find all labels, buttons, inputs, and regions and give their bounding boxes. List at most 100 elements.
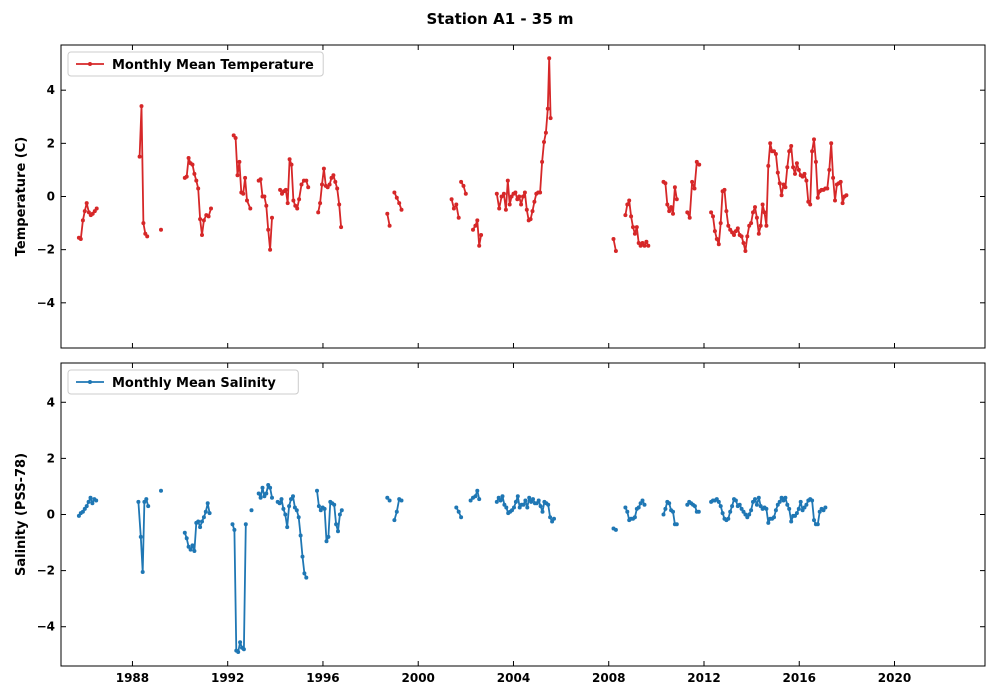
- data-point: [270, 495, 274, 500]
- series-segment: [258, 178, 273, 251]
- data-point: [663, 181, 668, 186]
- data-point: [530, 209, 535, 214]
- data-point: [798, 499, 803, 504]
- data-point: [232, 527, 237, 532]
- data-point: [766, 520, 771, 525]
- data-point: [515, 494, 520, 499]
- data-point: [207, 511, 212, 516]
- data-point: [716, 242, 721, 247]
- data-point: [262, 494, 267, 499]
- data-point: [528, 217, 533, 222]
- data-point: [669, 205, 674, 210]
- data-point: [796, 167, 801, 172]
- data-point: [473, 494, 478, 499]
- data-point: [278, 187, 283, 192]
- series-line: [76, 483, 828, 654]
- data-point: [709, 210, 714, 215]
- data-point: [692, 186, 697, 191]
- data-point: [82, 506, 87, 511]
- data-point: [685, 502, 690, 507]
- data-point: [552, 516, 556, 521]
- data-point: [200, 233, 204, 237]
- data-point: [496, 495, 501, 500]
- legend-marker: [88, 380, 92, 384]
- data-point: [268, 485, 273, 490]
- data-point: [793, 513, 797, 518]
- data-point: [756, 231, 761, 236]
- data-point: [333, 179, 338, 184]
- data-point: [815, 195, 820, 200]
- data-point: [201, 218, 206, 223]
- data-point: [320, 182, 324, 187]
- data-point: [737, 502, 742, 507]
- data-point: [512, 505, 516, 510]
- data-point: [632, 231, 637, 236]
- data-point: [636, 505, 641, 510]
- data-point: [449, 197, 454, 202]
- data-point: [540, 159, 545, 164]
- data-point: [454, 505, 459, 510]
- data-point: [821, 508, 826, 513]
- data-point: [241, 647, 246, 652]
- data-point: [339, 225, 344, 230]
- data-point: [385, 211, 390, 216]
- x-tick-label: 2020: [878, 671, 911, 685]
- series-segment: [316, 490, 343, 543]
- data-point: [316, 210, 321, 215]
- data-point: [550, 519, 555, 524]
- data-point: [285, 201, 290, 206]
- data-point: [237, 159, 242, 164]
- x-tick-label: 1992: [211, 671, 244, 685]
- y-tick-label: −2: [37, 564, 55, 578]
- data-point: [671, 211, 675, 216]
- data-point: [791, 165, 796, 170]
- data-point: [766, 163, 771, 168]
- data-point: [762, 210, 767, 215]
- data-point: [504, 505, 509, 510]
- series-segment: [393, 192, 403, 211]
- data-point: [831, 175, 836, 180]
- y-tick-label: 4: [47, 395, 55, 409]
- data-point: [625, 509, 630, 514]
- data-point: [289, 497, 293, 502]
- data-point: [538, 190, 543, 195]
- data-point: [667, 501, 672, 506]
- data-point: [804, 178, 809, 183]
- data-point: [696, 509, 701, 514]
- data-point: [141, 221, 146, 226]
- series-segment: [662, 501, 677, 526]
- data-point: [82, 209, 87, 214]
- data-point: [84, 201, 89, 206]
- data-point: [712, 229, 717, 234]
- data-point: [399, 498, 404, 503]
- data-point: [321, 166, 326, 171]
- data-point: [292, 505, 297, 510]
- data-point: [324, 539, 329, 544]
- data-point: [192, 549, 197, 553]
- data-point: [690, 179, 695, 184]
- data-point: [497, 206, 502, 211]
- data-point: [498, 498, 503, 503]
- data-point: [632, 515, 637, 520]
- data-point: [764, 223, 769, 228]
- data-point: [638, 501, 643, 506]
- data-point: [243, 522, 248, 527]
- data-point: [796, 506, 801, 511]
- data-point: [789, 144, 794, 148]
- data-point: [517, 194, 522, 199]
- data-point: [538, 504, 543, 509]
- data-point: [315, 488, 319, 493]
- data-point: [613, 249, 618, 253]
- data-point: [808, 202, 813, 207]
- data-point: [665, 202, 670, 207]
- data-point: [196, 186, 201, 191]
- data-point: [337, 202, 342, 207]
- series-segment: [393, 498, 402, 521]
- data-point: [739, 506, 744, 511]
- data-point: [277, 501, 282, 506]
- legend-label: Monthly Mean Salinity: [112, 376, 276, 391]
- data-point: [138, 534, 143, 539]
- data-point: [718, 221, 723, 226]
- data-point: [804, 502, 809, 507]
- data-point: [661, 512, 666, 517]
